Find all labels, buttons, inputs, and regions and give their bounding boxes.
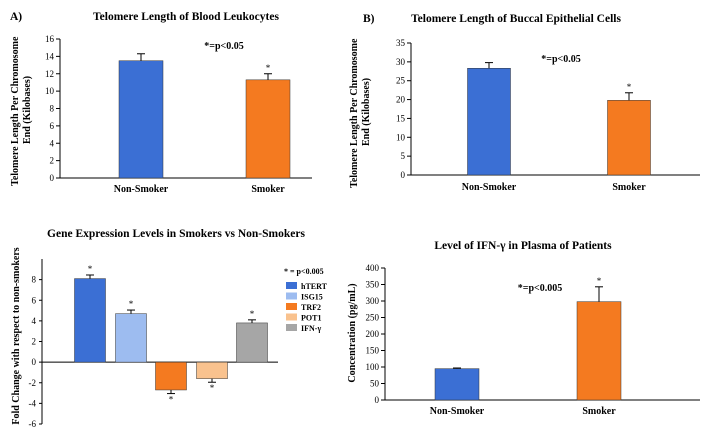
panel-c-legend-item: IFN-γ — [301, 324, 321, 333]
panel-a-title: Telomere Length of Blood Leukocytes — [93, 11, 279, 23]
panel-c-legend-swatch — [286, 324, 297, 331]
panel-d-ytick-label: 50 — [370, 379, 380, 389]
panel-c-chart: Gene Expression Levels in Smokers vs Non… — [11, 228, 328, 429]
panel-d-ytick-label: 300 — [366, 296, 380, 306]
panel-c-legend-item: ISG15 — [301, 293, 323, 302]
panel-a-ytick-label: 16 — [45, 34, 55, 44]
panel-a-category-label: Smoker — [251, 184, 285, 195]
panel-c-legend-swatch — [286, 282, 297, 289]
panel-a-label: A) — [10, 11, 22, 23]
panel-d-ytick-label: 400 — [366, 263, 380, 273]
panel-c-ytick-label: -4 — [29, 398, 37, 408]
panel-a-category-label: Non-Smoker — [114, 184, 169, 195]
panel-b-ylabel-line-1: Telomere Length Per Chromosome — [349, 38, 360, 188]
panel-a-bar-non-smoker — [118, 60, 164, 179]
panel-d-title: Level of IFN-γ in Plasma of Patients — [434, 240, 612, 252]
panel-c-ytick-label: 0 — [32, 357, 37, 367]
panel-c-legend-item: POT1 — [301, 314, 321, 323]
panel-a-ytick-label: 2 — [50, 156, 55, 166]
panel-b-ytick-label: 0 — [401, 170, 406, 180]
panel-c-legend-title: * = p<0.005 — [284, 267, 324, 276]
panel-a-significance-star: * — [266, 63, 271, 73]
panel-c-ytick-label: 8 — [32, 275, 37, 285]
panel-d-chart: Level of IFN-γ in Plasma of Patients *=p… — [347, 240, 700, 417]
panel-b-ytick-label: 15 — [396, 113, 406, 123]
panel-a-ytick-label: 6 — [50, 121, 55, 131]
panel-b-ytick-label: 20 — [396, 95, 406, 105]
panel-c-ytick-label: 6 — [32, 295, 37, 305]
panel-d-significance-note: *=p<0.005 — [518, 283, 562, 294]
panel-c-significance-star: * — [88, 264, 93, 274]
panel-a-ytick-label: 8 — [50, 104, 55, 114]
panel-d-bar-non-smoker — [434, 368, 480, 401]
panel-c-legend-item: hTERT — [301, 282, 328, 291]
panel-c-ytick-label: -2 — [29, 378, 37, 388]
panel-b-significance-star: * — [627, 82, 632, 92]
panel-b-label: B) — [363, 13, 375, 25]
panel-b-title: Telomere Length of Buccal Epithelial Cel… — [411, 13, 621, 25]
panel-a-significance-note: *=p<0.05 — [204, 41, 243, 52]
panel-c-ytick-label: 4 — [32, 316, 37, 326]
panel-d-ytick-label: 100 — [366, 362, 380, 372]
panel-c-ytick-label: -6 — [29, 419, 37, 429]
panel-a-ylabel-line-1: Telomere Length Per Chromosome — [10, 36, 21, 186]
panel-d-ylabel: Concentration (pg/mL) — [347, 283, 358, 382]
panel-c-bar-isg15 — [115, 313, 147, 363]
panel-a-ytick-label: 4 — [50, 138, 55, 148]
panel-b-category-label: Smoker — [612, 182, 646, 193]
panel-c-title: Gene Expression Levels in Smokers vs Non… — [47, 228, 305, 240]
panel-c-significance-star: * — [210, 383, 215, 393]
panel-c-ylabel: Fold Change with respect to non-smokers — [11, 247, 22, 424]
panel-c-legend: * = p<0.005 — [284, 267, 324, 276]
panel-a-bar-smoker — [245, 79, 291, 179]
panel-b-ylabel: Telomere Length Per Chromosome End (Kilo… — [349, 36, 372, 188]
panel-a-ytick-label: 0 — [50, 173, 55, 183]
panel-a-ytick-label: 10 — [45, 86, 55, 96]
panel-c-legend-item: TRF2 — [301, 303, 321, 312]
panel-a-ylabel-line-2: End (Kilobases) — [22, 76, 33, 144]
panel-c-legend-swatch — [286, 313, 297, 321]
panel-c-bar-htert — [74, 278, 106, 363]
panel-c-ytick-label: 2 — [32, 337, 37, 347]
panel-c-significance-star: * — [250, 309, 255, 319]
panel-d-significance-star: * — [597, 276, 602, 286]
panel-c-bar-pot1 — [196, 361, 228, 379]
panel-d-category-label: Non-Smoker — [430, 406, 485, 417]
panel-b-ytick-label: 25 — [396, 76, 406, 86]
panel-b-bar-smoker — [607, 100, 651, 176]
panel-b-ylabel-line-2: End (Kilobases) — [361, 78, 372, 146]
panel-a-ytick-label: 12 — [45, 69, 54, 79]
panel-b-ytick-label: 30 — [396, 57, 406, 67]
panel-b-significance-note: *=p<0.05 — [541, 54, 580, 65]
panel-b-bar-non-smoker — [467, 68, 511, 176]
panel-d-ytick-label: 0 — [375, 395, 380, 405]
panel-d-ytick-label: 150 — [366, 346, 380, 356]
panel-d-ytick-label: 250 — [366, 313, 380, 323]
panel-b-chart: B) Telomere Length of Buccal Epithelial … — [349, 13, 700, 193]
panel-c-significance-star: * — [169, 395, 174, 405]
panel-b-ytick-label: 10 — [396, 132, 406, 142]
panel-a-chart: A) Telomere Length of Blood Leukocytes *… — [10, 11, 312, 195]
panel-b-category-label: Non-Smoker — [462, 182, 517, 193]
panel-c-legend-swatch — [286, 303, 297, 310]
panel-b-ytick-label: 35 — [396, 38, 406, 48]
panel-b-ytick-label: 5 — [401, 151, 406, 161]
panel-d-bar-smoker — [576, 301, 622, 401]
panel-c-bar-ifn- — [236, 322, 268, 363]
panel-d-category-label: Smoker — [582, 406, 616, 417]
panel-c-legend-swatch — [286, 292, 297, 300]
panel-a-ytick-label: 14 — [45, 51, 55, 61]
panel-d-ytick-label: 200 — [366, 329, 380, 339]
panel-a-ylabel: Telomere Length Per Chromosome End (Kilo… — [10, 34, 33, 186]
panel-c-significance-star: * — [129, 299, 134, 309]
panel-d-ytick-label: 350 — [366, 280, 380, 290]
panel-c-bar-trf2 — [155, 361, 187, 391]
